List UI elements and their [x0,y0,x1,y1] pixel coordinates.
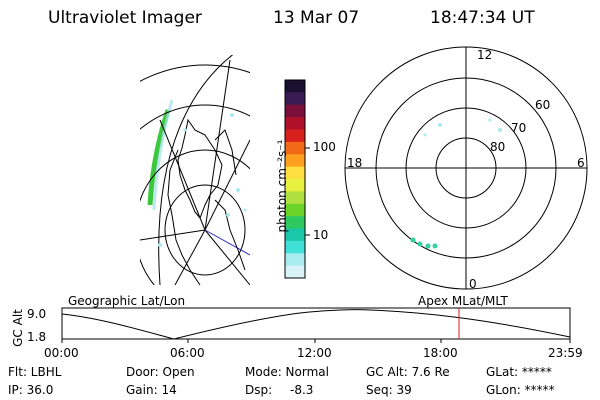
orbit-xtick-2359: 23:59 [548,346,583,360]
colorbar-band [285,203,305,217]
status-dsp-value: -8.3 [290,383,314,397]
status-gc-alt: GC Alt: 7.6 Re [366,365,450,379]
colorbar-band [285,104,305,118]
status-door: Door: Open [126,365,195,379]
status-ip: IP: 36.0 [8,383,54,397]
colorbar-band [285,154,305,168]
orbit-xtick-1200: 12:00 [297,346,332,360]
mlat-label-60: 60 [535,98,551,112]
orbit-xtick-0600: 06:00 [170,346,205,360]
orbit-left-label: Geographic Lat/Lon [68,294,186,308]
colorbar-band [285,179,305,192]
colorbar-band [285,228,305,242]
orbit-ytick-min: 1.8 [27,330,47,344]
status-glat: GLat: ***** [486,365,552,379]
lat-circle [164,184,246,276]
orbit-altitude-curve [61,309,571,340]
orbit-ytick-max: 9.0 [27,307,47,321]
colorbar-band [285,191,305,205]
observation-date: 13 Mar 07 [273,8,360,28]
colorbar-band [285,166,305,180]
colorbar-band [285,80,305,93]
observation-time: 18:47:34 UT [430,8,535,28]
orbit-right-label: Apex MLat/MLT [418,294,508,308]
colorbar-band [285,117,305,130]
orbit-xtick-0000: 00:00 [44,346,79,360]
colorbar-tick-10: 10 [313,228,329,242]
mlat-label-80: 80 [490,140,506,154]
colorbar-band [285,92,305,106]
mlt-label-6: 6 [577,156,585,170]
coastline [177,118,223,219]
colorbar-band [285,253,305,267]
mlt-label-18: 18 [347,156,363,170]
orbit-xtick-1800: 18:00 [423,346,458,360]
colorbar-band [285,265,305,279]
auroral-emission [147,109,171,206]
status-seq: Seq: 39 [366,383,412,397]
status-filter: Flt: LBHL [8,365,62,379]
instrument-title: Ultraviolet Imager [48,8,202,28]
mlt-label-0: 0 [469,277,477,291]
status-gain: Gain: 14 [126,383,177,397]
status-glon: GLon: ***** [486,383,555,397]
mlt-label-12: 12 [477,48,493,62]
colorbar-tick-100: 100 [313,140,336,154]
status-dsp: Dsp: [245,383,273,397]
status-mode: Mode: Normal [245,365,329,379]
colorbar-band [285,216,305,229]
colorbar-band [285,240,305,254]
colorbar-band [285,129,305,143]
globe-limb [158,55,234,285]
mlat-label-70: 70 [511,121,527,135]
colorbar-band [285,141,305,155]
